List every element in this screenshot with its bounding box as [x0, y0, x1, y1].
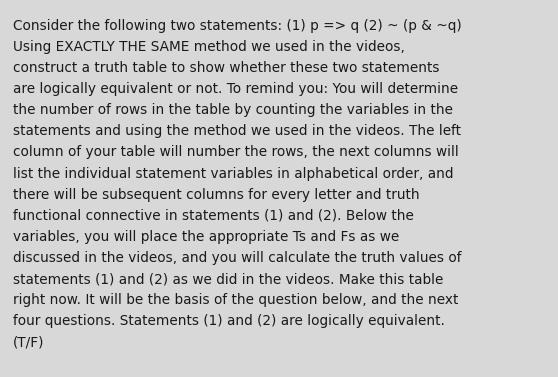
Text: discussed in the videos, and you will calculate the truth values of: discussed in the videos, and you will ca… — [13, 251, 461, 265]
Text: list the individual statement variables in alphabetical order, and: list the individual statement variables … — [13, 167, 454, 181]
Text: statements (1) and (2) as we did in the videos. Make this table: statements (1) and (2) as we did in the … — [13, 272, 444, 286]
Text: four questions. Statements (1) and (2) are logically equivalent.: four questions. Statements (1) and (2) a… — [13, 314, 445, 328]
Text: Consider the following two statements: (1) p => q (2) ~ (p & ~q): Consider the following two statements: (… — [13, 19, 462, 33]
Text: right now. It will be the basis of the question below, and the next: right now. It will be the basis of the q… — [13, 293, 458, 307]
Text: construct a truth table to show whether these two statements: construct a truth table to show whether … — [13, 61, 440, 75]
Text: (T/F): (T/F) — [13, 335, 45, 349]
Text: are logically equivalent or not. To remind you: You will determine: are logically equivalent or not. To remi… — [13, 82, 458, 96]
Text: variables, you will place the appropriate Ts and Fs as we: variables, you will place the appropriat… — [13, 230, 400, 244]
Text: the number of rows in the table by counting the variables in the: the number of rows in the table by count… — [13, 103, 453, 117]
Text: there will be subsequent columns for every letter and truth: there will be subsequent columns for eve… — [13, 188, 420, 202]
Text: functional connective in statements (1) and (2). Below the: functional connective in statements (1) … — [13, 209, 414, 223]
Text: column of your table will number the rows, the next columns will: column of your table will number the row… — [13, 146, 459, 159]
Text: Using EXACTLY THE SAME method we used in the videos,: Using EXACTLY THE SAME method we used in… — [13, 40, 405, 54]
Text: statements and using the method we used in the videos. The left: statements and using the method we used … — [13, 124, 461, 138]
